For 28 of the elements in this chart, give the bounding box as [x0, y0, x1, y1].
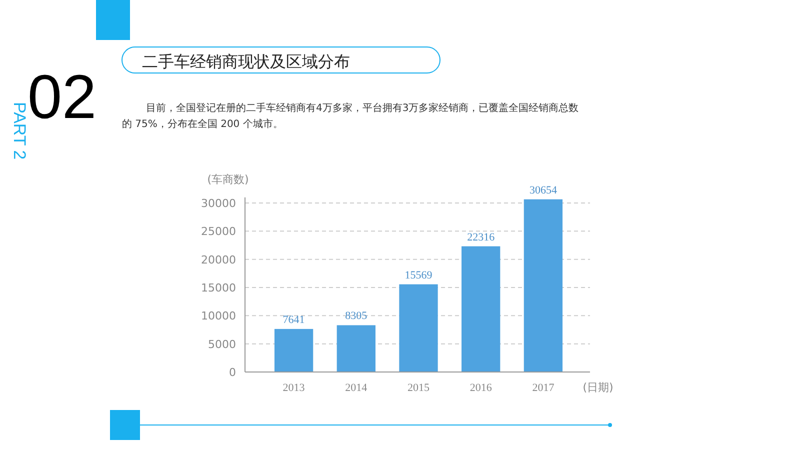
data-label: 15569	[404, 269, 433, 282]
chart-title: 二手车经销商现状及区域分布	[142, 52, 350, 71]
text: 02	[28, 63, 96, 132]
x-tick-label: 2013	[282, 382, 306, 394]
text: PART 2	[10, 102, 29, 160]
data-label: 7641	[282, 314, 305, 326]
x-axis-title: (日期)	[582, 381, 614, 394]
y-tick-label: 15000	[201, 282, 236, 294]
bar	[524, 199, 563, 372]
data-label: 8305	[345, 310, 368, 322]
y-axis-title: (车商数)	[207, 173, 249, 186]
y-tick-label: 10000	[201, 310, 236, 323]
y-tick-label: 5000	[208, 338, 236, 351]
bar	[274, 328, 314, 372]
x-tick-label: 2017	[532, 382, 555, 394]
y-tick-label: 0	[229, 366, 236, 379]
bar	[336, 325, 376, 372]
x-tick-label: 2015	[408, 382, 430, 394]
y-tick-label: 25000	[201, 225, 236, 238]
y-tick-label: 20000	[201, 253, 236, 266]
y-tick-label: 30000	[201, 197, 236, 210]
x-tick-label: 2014	[345, 382, 368, 394]
bar	[462, 246, 500, 372]
bar	[399, 284, 438, 372]
x-tick-label: 2016	[470, 382, 492, 394]
chart-subtitle: 目前，全国登记在册的二手车经销商有4万多家，平台拥有3万多家经销商，已覆盖全国经销商总数的 75%，分布在全国 200 个城市。	[122, 102, 579, 130]
data-label: 30654	[529, 184, 558, 196]
data-label: 22316	[467, 231, 496, 244]
